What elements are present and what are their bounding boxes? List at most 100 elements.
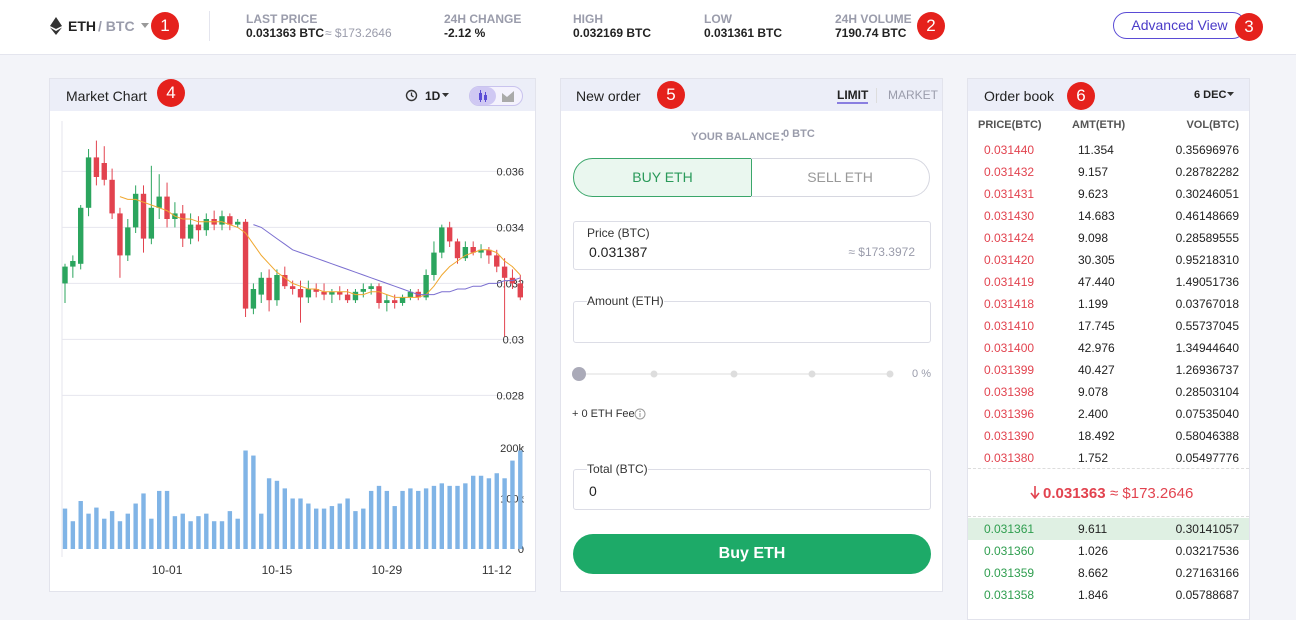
x-tick-label: 10-01 [152, 563, 183, 577]
volume-bar [180, 513, 185, 549]
stat-value: 7190.74 BTC [835, 26, 907, 40]
y-tick-label: 0.028 [496, 390, 524, 402]
pair-base[interactable]: ETH [68, 18, 96, 34]
volume-bar [117, 521, 123, 549]
row-highlight [968, 518, 1249, 540]
volume-bar [157, 490, 162, 549]
order-cell: 0.35696976 [1175, 143, 1239, 157]
order-cell: 0.05497776 [1175, 451, 1239, 465]
candle-body [399, 297, 406, 303]
order-cell: 0.031410 [984, 319, 1035, 333]
panel-title: Order book [984, 88, 1055, 104]
chart: 0.0360.0340.0320.030.028200k100k010-0110… [61, 121, 524, 577]
candle-body [156, 196, 162, 208]
order-cell: 11.354 [1078, 143, 1114, 157]
buy-tab[interactable]: BUY ETH [573, 158, 752, 197]
volume-bar [337, 503, 342, 549]
order-cell: 9.623 [1078, 187, 1109, 201]
order-cell: 0.031390 [984, 429, 1035, 443]
volume-bar [274, 480, 280, 549]
order-cell: 9.157 [1078, 165, 1109, 179]
candle-body [203, 219, 209, 231]
order-cell: 42.976 [1078, 341, 1115, 355]
candle-body [478, 249, 484, 253]
sell-tab[interactable]: SELL ETH [751, 158, 930, 197]
candle-body [164, 196, 170, 219]
price-input[interactable]: Price (BTC) 0.031387 ≈ $173.3972 [573, 221, 931, 270]
input-label: Price (BTC) [587, 226, 650, 240]
separator [968, 516, 1249, 517]
fee: + 0 ETH Fee [572, 408, 635, 420]
interval-select[interactable]: 1D [425, 89, 441, 103]
amount-input[interactable]: Amount (ETH) [573, 294, 931, 343]
candle-body [93, 157, 100, 177]
advanced-view-button[interactable]: Advanced View [1113, 12, 1246, 39]
badge: 3 [1235, 13, 1263, 41]
total-input[interactable]: Total (BTC) 0 [573, 462, 931, 510]
history-icon [405, 89, 418, 102]
badge: 5 [657, 81, 685, 109]
order-cell: 0.30246051 [1175, 187, 1239, 201]
order-cell: 0.55737045 [1175, 319, 1239, 333]
order-cell: 0.031419 [984, 275, 1035, 289]
candle-body [219, 216, 225, 225]
chart-type-toggle[interactable] [469, 86, 523, 106]
order-tab[interactable]: MARKET [888, 88, 939, 102]
order-cell: 0.27163166 [1175, 566, 1239, 580]
order-cell: 0.28503104 [1175, 385, 1239, 399]
volume-bar [510, 460, 515, 549]
candle-body [235, 221, 241, 225]
volume-bar [62, 508, 68, 549]
buy-button[interactable]: Buy ETH [573, 534, 931, 574]
y-tick-label: 0.03 [503, 334, 524, 346]
volume-bar [353, 511, 358, 549]
volume-bar [86, 513, 91, 549]
info-icon [634, 408, 646, 420]
volume-bar [172, 516, 178, 549]
order-cell: 0.031418 [984, 297, 1035, 311]
candle-body [501, 266, 508, 278]
stat-label: LOW [704, 12, 732, 26]
candle-body [282, 275, 288, 287]
volume-bar [188, 521, 193, 549]
decimals-select[interactable]: 6 DEC [1194, 89, 1227, 101]
volume-bar [164, 490, 170, 549]
order-cell: 1.026 [1078, 544, 1109, 558]
panel-title: New order [576, 88, 641, 104]
volume-bar [416, 490, 421, 549]
volume-bar [243, 450, 248, 549]
order-tab[interactable]: LIMIT [837, 88, 869, 104]
order-cell: 0.031398 [984, 385, 1035, 399]
order-cell: 1.752 [1078, 451, 1109, 465]
separator [968, 468, 1249, 469]
candle-body [148, 207, 155, 239]
order-cell: 17.745 [1078, 319, 1115, 333]
slider[interactable] [571, 366, 901, 382]
volume-bar [266, 478, 272, 549]
order-cell: 0.07535040 [1175, 407, 1239, 421]
candle-body [423, 275, 429, 298]
candle-body [454, 241, 461, 259]
candle-body [329, 291, 335, 295]
pair-quote[interactable]: / BTC [98, 18, 135, 34]
volume-bar [133, 503, 138, 549]
volume-bar [125, 513, 130, 549]
candle-body [494, 255, 500, 267]
input-value: 0.031387 [589, 244, 648, 260]
volume-bar [306, 503, 311, 549]
badge: 1 [151, 12, 179, 40]
order-cell: 0.46148669 [1175, 209, 1239, 223]
order-cell: 0.05788687 [1175, 588, 1239, 602]
candle-body [85, 157, 92, 208]
volume-bar [423, 488, 429, 549]
candle-body [344, 294, 351, 301]
candle-body [446, 227, 453, 242]
order-cell: 0.03767018 [1175, 297, 1239, 311]
order-cell: 0.031400 [984, 341, 1035, 355]
volume-bar [345, 498, 350, 549]
order-cell: 0.031432 [984, 165, 1035, 179]
candle-body [462, 247, 469, 259]
order-cell: 0.28589555 [1175, 231, 1239, 245]
volume-bar [290, 498, 295, 549]
